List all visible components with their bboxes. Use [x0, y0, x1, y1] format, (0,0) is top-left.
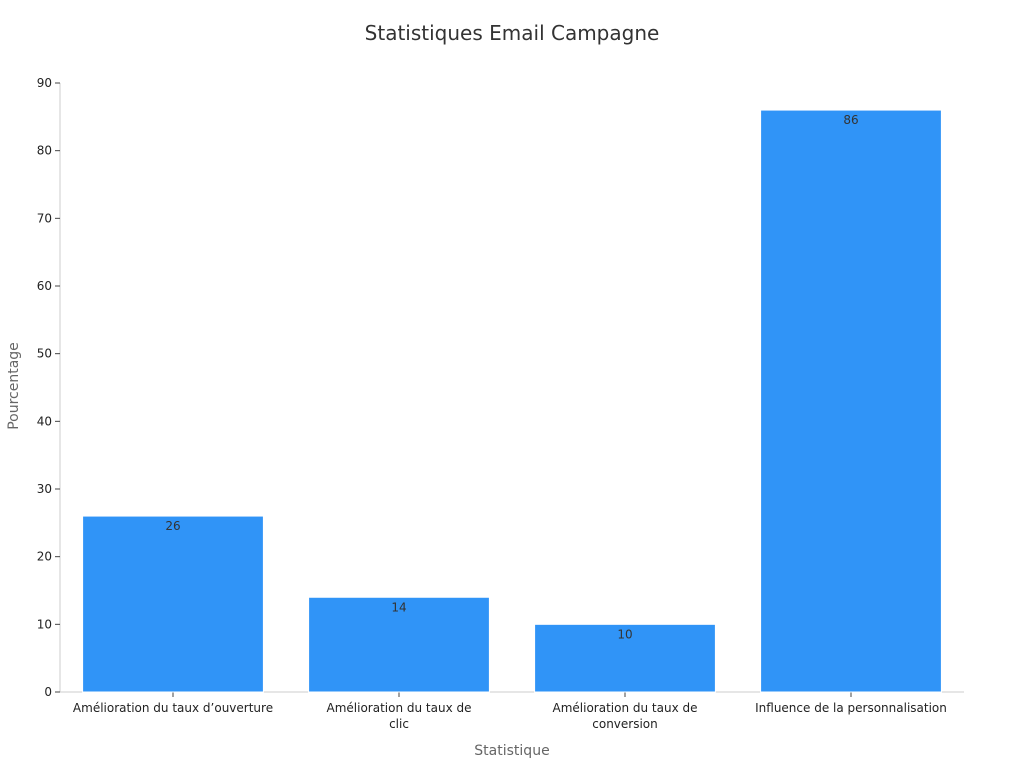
bar	[82, 515, 264, 693]
y-tick-label: 60	[37, 279, 52, 293]
y-axis: 0 10 20 30 40 50 60 70 80 90	[37, 76, 61, 699]
x-axis: Amélioration du taux d’ouverture Améliora…	[60, 691, 964, 731]
x-tick-label-line: Influence de la personnalisation	[755, 701, 947, 715]
bar	[534, 623, 716, 693]
bar	[760, 109, 942, 693]
x-tick-label-line: Amélioration du taux d’ouverture	[73, 701, 273, 715]
x-axis-title: Statistique	[474, 743, 549, 759]
x-tick-label-line: conversion	[592, 717, 658, 731]
y-tick-label: 90	[37, 76, 52, 90]
x-tick-label: Amélioration du taux d’ouverture	[73, 701, 273, 715]
data-label: 14	[391, 600, 406, 614]
x-tick-label: Amélioration du taux de clic	[327, 701, 472, 731]
y-tick-label: 20	[37, 550, 52, 564]
bar	[308, 596, 490, 693]
y-tick-label: 10	[37, 617, 52, 631]
y-tick-label: 80	[37, 144, 52, 158]
y-tick-label: 50	[37, 347, 52, 361]
x-tick-label: Influence de la personnalisation	[755, 701, 947, 715]
x-tick-label-line: Amélioration du taux de	[553, 701, 698, 715]
y-tick-label: 30	[37, 482, 52, 496]
data-label: 86	[843, 113, 858, 127]
y-tick-label: 0	[44, 685, 52, 699]
data-label: 10	[617, 627, 632, 641]
chart-title: Statistiques Email Campagne	[365, 21, 660, 45]
y-axis-title: Pourcentage	[6, 342, 22, 430]
y-tick-label: 40	[37, 414, 52, 428]
x-tick-label: Amélioration du taux de conversion	[553, 701, 698, 731]
x-tick-label-line: Amélioration du taux de	[327, 701, 472, 715]
data-labels: 26 14 10 86	[165, 113, 858, 641]
x-tick-label-line: clic	[389, 717, 409, 731]
data-label: 26	[165, 519, 180, 533]
y-tick-label: 70	[37, 211, 52, 225]
bars	[82, 109, 942, 693]
